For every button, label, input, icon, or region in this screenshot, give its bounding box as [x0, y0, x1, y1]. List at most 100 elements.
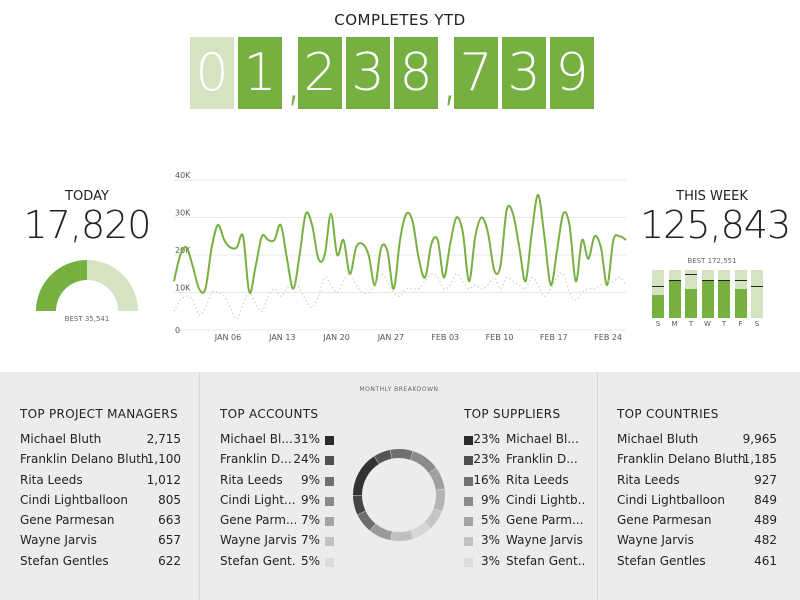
item-name: Cindi Lightb...	[506, 492, 586, 507]
y-tick-label: 10K	[175, 284, 191, 293]
item-percent: 5%	[480, 513, 500, 528]
item-value: 482	[754, 533, 777, 548]
color-swatch	[464, 537, 473, 547]
item-value: 1,185	[742, 452, 777, 467]
item-name: Michael Bl...	[220, 432, 293, 446]
week-bar	[685, 270, 697, 318]
item-value: 9,965	[742, 432, 777, 446]
item-name: Wayne Jarvis	[20, 533, 97, 548]
series-lines	[173, 193, 627, 320]
ytd-comma: ,	[441, 48, 459, 113]
item-name: Stefan Gentles	[617, 553, 706, 568]
ytd-digit: 3	[502, 37, 546, 109]
donut-segment	[353, 495, 366, 515]
item-value: 622	[158, 553, 181, 568]
color-swatch	[464, 456, 473, 466]
item-name: Stefan Gentles	[20, 553, 109, 568]
item-value: 461	[754, 553, 777, 568]
list-item: Cindi Lightb... 9%	[462, 491, 586, 511]
donut-segment	[433, 489, 445, 512]
divider	[597, 372, 598, 600]
item-name: Stefan Gent...	[220, 553, 296, 568]
list-item: Stefan Gent... 3%	[462, 552, 586, 572]
item-percent: 7%	[300, 533, 320, 548]
item-name: Rita Leeds	[220, 472, 283, 487]
item-name: Rita Leeds	[506, 472, 569, 487]
color-swatch	[325, 537, 334, 547]
x-tick-labels: JAN 06 JAN 13 JAN 20 JAN 27 FEB 03 FEB 10 FEB …	[214, 333, 622, 342]
color-swatch	[325, 496, 334, 506]
ytd-digit: 1	[238, 37, 282, 109]
ytd-digit: 3	[346, 37, 390, 109]
color-swatch	[325, 456, 334, 466]
item-name: Franklin Delano Bluth	[20, 452, 149, 467]
list-item: Rita Leeds 9%	[220, 471, 340, 491]
list-item: Michael Bl... 31%	[220, 430, 340, 450]
donut-segment	[357, 511, 376, 531]
list-item: Michael Bl... 23%	[462, 430, 582, 450]
week-day-label: M	[671, 320, 678, 328]
x-tick-label: FEB 17	[540, 333, 568, 342]
week-bar	[751, 270, 763, 318]
today-gauge-fill	[36, 260, 87, 311]
list-item: Stefan Gentles 461	[617, 552, 777, 572]
ytd-digit: 7	[454, 37, 498, 109]
y-tick-label: 40K	[175, 171, 191, 180]
week-bar-fill	[718, 281, 730, 318]
item-percent: 23%	[473, 452, 500, 467]
week-bar-fill	[685, 289, 697, 318]
donut-segment	[374, 449, 392, 464]
ytd-digit: 8	[394, 37, 438, 109]
color-swatch	[464, 557, 473, 567]
item-value: 1,012	[146, 472, 181, 487]
list-item: Cindi Light... 9%	[220, 491, 340, 511]
week-value: 125,843	[640, 203, 791, 247]
item-value: 663	[158, 513, 181, 528]
item-value: 927	[754, 472, 777, 487]
item-value: 805	[158, 492, 181, 507]
list-item: Rita Leeds 16%	[462, 471, 582, 491]
list-item: Gene Parm... 7%	[220, 511, 340, 531]
item-percent: 9%	[480, 492, 500, 507]
item-name: Cindi Lightballoon	[617, 492, 725, 507]
week-bar	[701, 270, 714, 318]
x-tick-label: FEB 10	[486, 333, 514, 342]
color-swatch	[464, 436, 473, 445]
list-item: Franklin D... 24%	[220, 450, 340, 470]
item-name: Wayne Jarvis	[506, 533, 583, 548]
previous-period-line	[173, 272, 627, 320]
grid-lines	[174, 179, 626, 331]
donut-segment	[390, 530, 414, 541]
color-swatch	[325, 476, 334, 486]
item-name: Gene Parmesan	[617, 513, 712, 528]
today-label: TODAY	[65, 189, 109, 204]
bottom-panel: MONTHLY BREAKDOWN TOP PROJECT MANAGERS M…	[0, 372, 800, 600]
ytd-digit: 0	[190, 37, 234, 109]
x-tick-label: JAN 06	[214, 333, 241, 342]
week-bar-fill	[668, 281, 681, 318]
item-percent: 23%	[473, 432, 500, 446]
item-percent: 9%	[300, 472, 320, 487]
item-percent: 16%	[473, 472, 500, 487]
item-name: Gene Parm...	[220, 513, 296, 528]
today-value: 17,820	[23, 203, 152, 247]
top-project-managers-list: Michael Bluth 2,715 Franklin Delano Bluth 1…	[20, 430, 181, 572]
top-countries-list: Michael Bluth 9,965 Franklin Delano Bluth 1…	[617, 430, 777, 572]
top-accounts-title: TOP ACCOUNTS	[220, 407, 319, 421]
week-day-label: S	[754, 320, 760, 328]
color-swatch	[464, 476, 473, 486]
week-bar-fill	[652, 294, 664, 318]
item-name: Franklin D...	[506, 452, 578, 467]
list-item: Michael Bluth 9,965	[617, 430, 777, 450]
week-day-label: S	[655, 320, 661, 328]
item-name: Cindi Light...	[220, 492, 296, 507]
x-tick-label: FEB 24	[594, 333, 622, 342]
list-item: Franklin Delano Bluth 1,100	[20, 450, 181, 470]
item-name: Rita Leeds	[20, 472, 83, 487]
color-swatch	[325, 436, 334, 445]
top-suppliers-title: TOP SUPPLIERS	[464, 407, 561, 421]
list-item: Michael Bluth 2,715	[20, 430, 181, 450]
item-name: Wayne Jarvis	[617, 533, 694, 548]
top-accounts-list: Michael Bl... 31% Franklin D... 24% Rita Lee…	[220, 430, 340, 572]
